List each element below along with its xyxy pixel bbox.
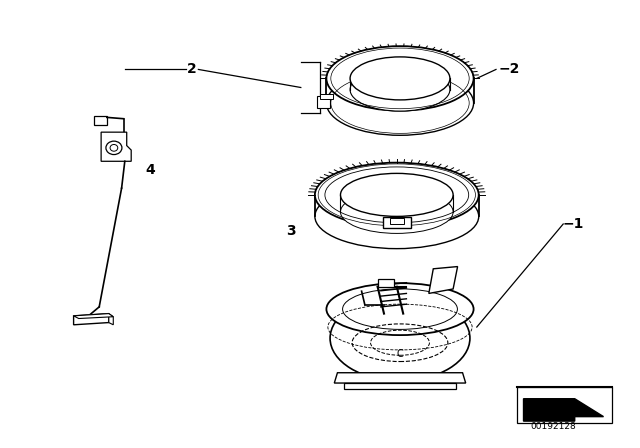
Ellipse shape <box>315 163 479 227</box>
Ellipse shape <box>350 57 450 100</box>
Text: 00192128: 00192128 <box>531 422 577 431</box>
Ellipse shape <box>326 46 474 111</box>
Polygon shape <box>109 314 113 325</box>
Ellipse shape <box>110 145 118 151</box>
Polygon shape <box>524 399 604 421</box>
Polygon shape <box>383 217 411 228</box>
Text: −1: −1 <box>562 217 584 231</box>
Polygon shape <box>74 314 113 319</box>
Ellipse shape <box>350 68 450 111</box>
Polygon shape <box>344 383 456 389</box>
Text: 3: 3 <box>286 224 296 238</box>
Polygon shape <box>429 267 458 293</box>
Polygon shape <box>101 132 131 161</box>
Polygon shape <box>390 218 404 224</box>
Ellipse shape <box>326 71 474 135</box>
Ellipse shape <box>326 283 474 335</box>
Text: −2: −2 <box>498 62 520 77</box>
Polygon shape <box>378 279 394 287</box>
Text: 4: 4 <box>145 163 156 177</box>
Polygon shape <box>334 373 466 383</box>
Polygon shape <box>517 387 612 423</box>
Ellipse shape <box>106 141 122 155</box>
Ellipse shape <box>340 173 453 216</box>
Polygon shape <box>320 94 333 99</box>
Ellipse shape <box>330 296 470 381</box>
Polygon shape <box>317 96 330 108</box>
Text: 2: 2 <box>187 62 197 77</box>
Polygon shape <box>94 116 107 125</box>
Ellipse shape <box>340 190 453 233</box>
Ellipse shape <box>315 184 479 249</box>
Text: C: C <box>397 349 403 359</box>
Polygon shape <box>74 314 109 325</box>
